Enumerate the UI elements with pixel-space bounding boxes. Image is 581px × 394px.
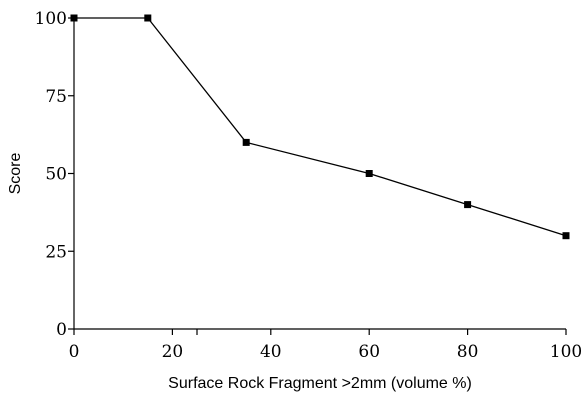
y-ticks: 0 25 50 75 100: [35, 9, 74, 340]
x-ticks: 0 20 40 60 80 100: [69, 329, 581, 362]
plot-area: [70, 14, 570, 240]
y-tick-label: 75: [45, 87, 67, 107]
data-point: [464, 201, 472, 209]
y-tick-label: 25: [45, 242, 67, 262]
x-tick-label: 80: [457, 342, 479, 362]
y-tick-label: 50: [45, 165, 67, 185]
y-tick-label: 100: [35, 9, 67, 29]
data-point: [365, 170, 373, 177]
x-tick-label: 0: [69, 342, 80, 362]
y-tick-label: 0: [56, 320, 67, 340]
x-tick-label: 60: [358, 342, 380, 362]
data-point: [562, 232, 570, 240]
series-line: [74, 17, 567, 237]
x-axis-label: Surface Rock Fragment >2mm (volume %): [168, 375, 472, 392]
axes: [73, 16, 566, 330]
data-point: [70, 14, 78, 22]
data-point: [144, 14, 152, 22]
x-tick-label: 20: [162, 342, 184, 362]
y-axis-label: Score: [7, 153, 24, 195]
x-tick-label: 40: [260, 342, 282, 362]
data-point: [242, 138, 250, 146]
x-tick-label: 100: [550, 342, 581, 362]
